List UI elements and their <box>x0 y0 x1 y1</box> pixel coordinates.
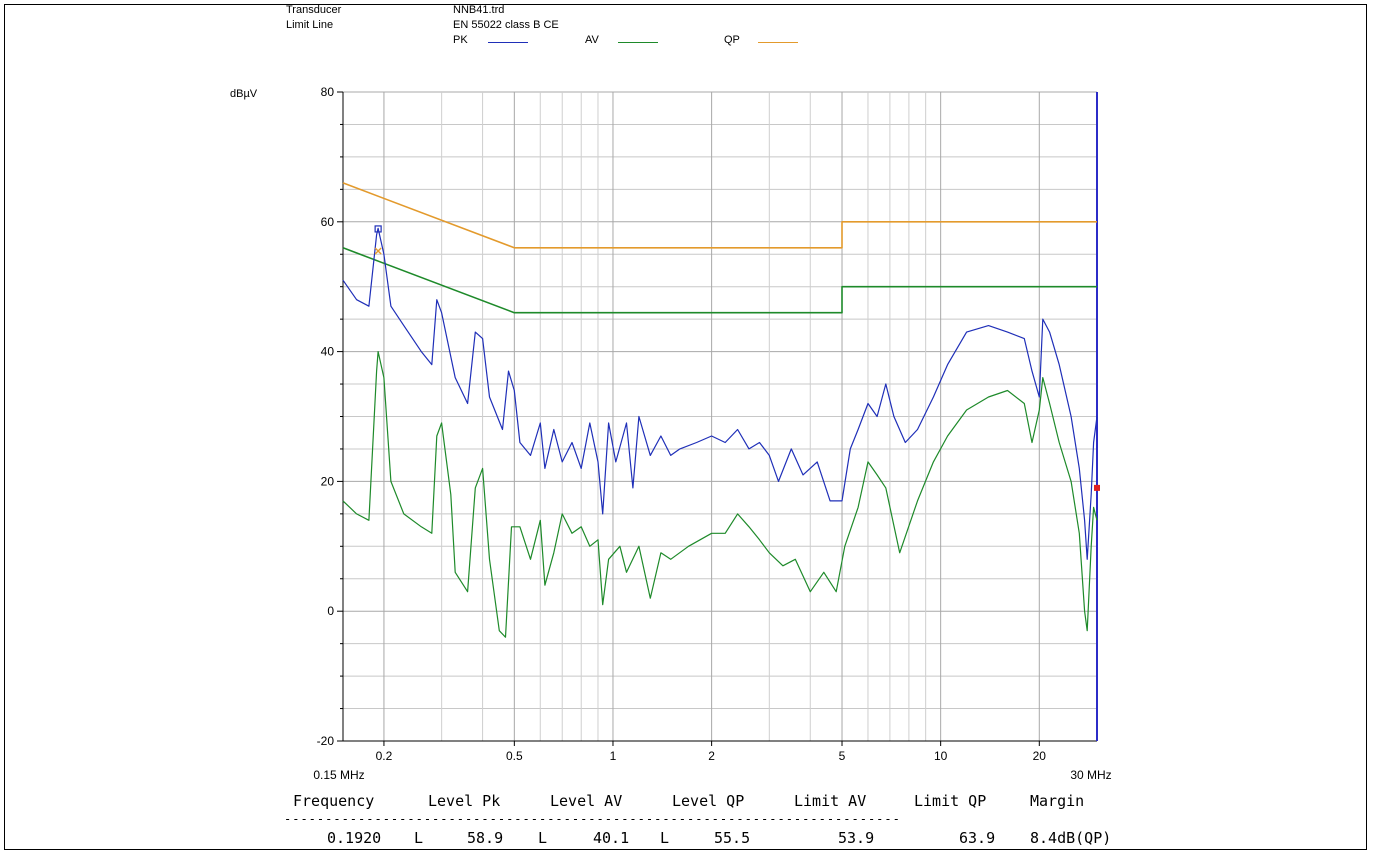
table-header-level-qp: Level QP <box>672 792 745 810</box>
table-separator: ----------------------------------------… <box>284 812 901 826</box>
table-header-limit-av: Limit AV <box>794 792 867 810</box>
peak-marker <box>374 225 382 233</box>
y-tick-label: 60 <box>321 215 335 229</box>
row-level-pk: 58.9 <box>467 829 504 847</box>
row-level-qp: 55.5 <box>714 829 751 847</box>
y-tick-label: 0 <box>327 604 334 618</box>
series <box>342 182 1100 638</box>
series-pk-line <box>342 227 1098 560</box>
legend-av-label: AV <box>585 34 599 46</box>
row-level-av: 40.1 <box>593 829 630 847</box>
series-av-line <box>342 351 1098 638</box>
y-tick-label: -20 <box>317 734 335 748</box>
end-marker <box>1094 484 1100 491</box>
grid <box>343 91 1098 742</box>
y-tick-label: 80 <box>321 85 335 99</box>
y-axis-unit: dBµV <box>230 88 258 100</box>
qp-marker <box>374 247 382 255</box>
row-limit-av: 53.9 <box>838 829 875 847</box>
limit-line-value: EN 55022 class B CE <box>453 19 559 31</box>
row-pk-flag: L <box>414 829 424 847</box>
row-qp-flag: L <box>660 829 670 847</box>
table-header-frequency: Frequency <box>293 792 375 810</box>
legend-pk-swatch <box>488 42 528 43</box>
table-header-level-av: Level AV <box>550 792 623 810</box>
tick-labels: 80 60 40 20 0 -20 0.2 0.5 1 2 5 10 20 0.15 MHz 30 MHz <box>313 85 1111 782</box>
table-header-level-pk: Level Pk <box>428 792 501 810</box>
row-limit-qp: 63.9 <box>959 829 996 847</box>
row-margin: 8.4dB(QP) <box>1030 829 1112 847</box>
series-av-line <box>342 247 1097 314</box>
legend-av-swatch <box>618 42 658 43</box>
y-tick-label: 40 <box>321 345 335 359</box>
x-tick-label: 20 <box>1033 749 1047 763</box>
x-tick-label: 2 <box>708 749 715 763</box>
limit-line-label: Limit Line <box>286 19 334 31</box>
transducer-value: NNB41.trd <box>453 4 505 16</box>
transducer-label: Transducer <box>286 4 342 16</box>
row-frequency: 0.1920 <box>327 829 382 847</box>
x-end-label: 30 MHz <box>1070 768 1111 782</box>
legend-qp-label: QP <box>724 34 740 46</box>
axes <box>337 91 1098 746</box>
table-header-limit-qp: Limit QP <box>914 792 987 810</box>
x-tick-label: 0.5 <box>506 749 523 763</box>
x-start-label: 0.15 MHz <box>313 768 364 782</box>
y-tick-label: 20 <box>321 474 335 488</box>
x-tick-label: 10 <box>934 749 948 763</box>
x-tick-label: 1 <box>610 749 617 763</box>
row-av-flag: L <box>538 829 548 847</box>
table-header-margin: Margin <box>1030 792 1085 810</box>
report-frame <box>4 4 1367 850</box>
legend-pk-label: PK <box>453 34 468 46</box>
legend-qp-swatch <box>758 42 798 43</box>
series-qp-line <box>342 182 1097 249</box>
x-tick-label: 0.2 <box>376 749 393 763</box>
x-tick-label: 5 <box>839 749 846 763</box>
